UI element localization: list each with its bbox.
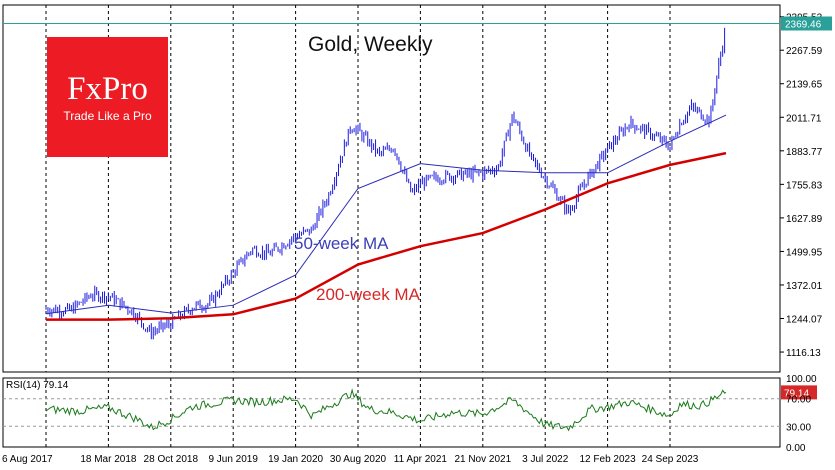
rsi-value-tag [781,385,817,400]
price-panel-border [2,4,781,373]
annotation-50-week-ma: 50-week MA [294,234,389,253]
rsi-tick-label: 70.00 [786,395,811,406]
rsi-tick-label: 30.00 [786,422,811,433]
rsi-line [45,388,727,432]
y-tick-label: 1244.07 [786,315,823,326]
ma-50-week-line [45,114,727,315]
y-tick-label: 2267.59 [786,46,823,57]
x-tick-label: 12 Feb 2023 [580,454,637,465]
y-tick-label: 1372.01 [786,281,823,292]
x-tick-label: 24 Sep 2023 [642,454,699,465]
x-tick-label: 11 Apr 2021 [394,454,448,465]
chart-frame [2,4,781,448]
x-tick-label: 19 Jan 2020 [268,454,323,465]
x-tick-label: 9 Jun 2019 [208,454,258,465]
y-tick-label: 1755.83 [786,180,823,191]
y-tick-label: 1883.77 [786,147,823,158]
x-axis: 6 Aug 2017 18 Mar 2018 28 Oct 2018 9 Jun 20… [2,454,699,465]
y-tick-label: 1627.89 [786,214,823,225]
rsi-panel: RSI(14) 79.14 79.14 [3,380,817,432]
y-tick-label: 2139.65 [786,80,823,91]
fxpro-logo: FxPro Trade Like a Pro [47,37,168,157]
x-tick-label: 30 Aug 2020 [330,454,387,465]
x-tick-label: 3 Jul 2022 [522,454,569,465]
y-tick-label: 1499.95 [786,247,823,258]
y-axis: 2395.532267.592139.652011.711883.771755.… [3,13,832,454]
x-tick-label: 18 Mar 2018 [80,454,137,465]
rsi-panel-border [2,377,781,448]
price-candles [45,27,726,340]
x-tick-label: 28 Oct 2018 [144,454,199,465]
rsi-label: RSI(14) 79.14 [6,380,69,391]
y-tick-label: 1116.13 [786,348,821,359]
annotation-200-week-ma: 200-week MA [316,285,420,304]
chart-title: Gold, Weekly [308,33,433,56]
x-tick-label: 6 Aug 2017 [2,454,53,465]
x-tick-label: 21 Nov 2021 [454,454,511,465]
ma-200-week-line [46,151,727,321]
current-price-tag [781,16,832,31]
rsi-tick-label: 0.00 [786,443,806,454]
moving-averages [45,114,727,321]
rsi-value-label: 79.14 [784,388,809,399]
y-tick-label: 2011.71 [786,113,822,124]
rsi-tick-label: 100.00 [786,374,817,385]
logo-tagline: Trade Like a Pro [63,109,152,123]
current-price-label: 2369.46 [785,19,822,30]
logo-name: FxPro [67,71,148,107]
